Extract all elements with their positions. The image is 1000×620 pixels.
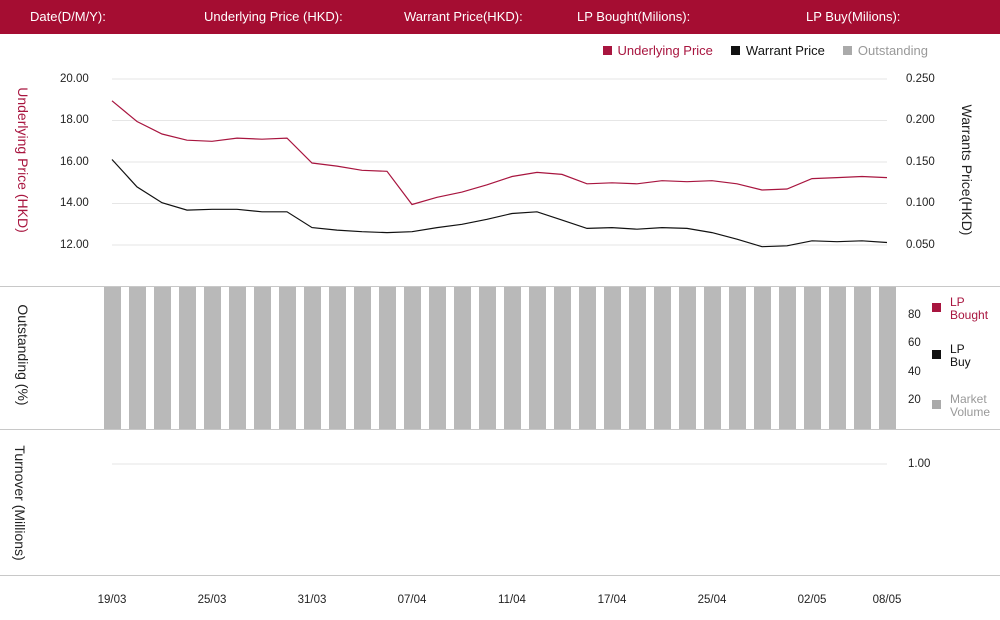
outstanding-bar [179, 287, 196, 429]
right-tick: 0.050 [906, 239, 935, 251]
outstanding-bar [104, 287, 121, 429]
legend-lp-bought[interactable]: LP Bought [932, 296, 998, 324]
left-tick: 12.00 [60, 239, 89, 251]
lp-bought-label: LP Bought(Milions): [577, 9, 691, 24]
x-tick: 25/03 [197, 594, 227, 606]
outstanding-tick: 20 [908, 394, 921, 406]
x-tick: 02/05 [797, 594, 827, 606]
right-tick: 0.200 [906, 114, 935, 126]
outstanding-bar [654, 287, 671, 429]
outstanding-bar [804, 287, 821, 429]
panel-divider [0, 286, 1000, 287]
legend-outstanding[interactable]: Outstanding [842, 43, 928, 58]
left-tick: 14.00 [60, 197, 89, 209]
left-tick: 18.00 [60, 114, 89, 126]
market-volume-swatch [932, 400, 941, 409]
outstanding-bar [204, 287, 221, 429]
x-tick: 31/03 [297, 594, 327, 606]
legend-warrant[interactable]: Warrant Price [730, 43, 825, 58]
x-tick: 17/04 [597, 594, 627, 606]
outstanding-bar [554, 287, 571, 429]
x-tick: 25/04 [697, 594, 727, 606]
outstanding-tick: 80 [908, 309, 921, 321]
outstanding-bar [304, 287, 321, 429]
lp-buy-swatch [932, 350, 941, 359]
outstanding-tick: 40 [908, 366, 921, 378]
outstanding-bar [229, 287, 246, 429]
legend-lp-buy[interactable]: LP Buy [932, 343, 998, 371]
legend-underlying[interactable]: Underlying Price [602, 43, 713, 58]
outstanding-bar [779, 287, 796, 429]
outstanding-bar [879, 287, 896, 429]
x-tick: 11/04 [498, 594, 526, 606]
outstanding-bar [454, 287, 471, 429]
x-tick: 07/04 [397, 594, 427, 606]
right-tick: 0.150 [906, 156, 935, 168]
outstanding-bar [629, 287, 646, 429]
warrant-price-label: Warrant Price(HKD): [404, 9, 523, 24]
outstanding-bar [329, 287, 346, 429]
outstanding-bar [854, 287, 871, 429]
outstanding-bar [479, 287, 496, 429]
underlying-price-line [111, 100, 888, 206]
lp-buy-label: LP Buy(Milions): [806, 9, 901, 24]
right-tick: 0.100 [906, 197, 935, 209]
outstanding-bar [754, 287, 771, 429]
outstanding-bar [154, 287, 171, 429]
header-bar: Date(D/M/Y): Underlying Price (HKD): War… [0, 0, 1000, 34]
right-tick: 0.250 [906, 73, 935, 85]
underlying-swatch [602, 46, 612, 55]
outstanding-bar [679, 287, 696, 429]
x-tick: 08/05 [872, 594, 902, 606]
warrant-price-line [111, 159, 888, 248]
turnover-tick: 1.00 [908, 458, 931, 470]
outstanding-bar [704, 287, 721, 429]
panel-divider [0, 575, 1000, 576]
legend-market-volume[interactable]: Market Volume [932, 393, 998, 421]
panel-divider [0, 429, 1000, 430]
outstanding-bar [429, 287, 446, 429]
top-legend: Underlying Price Warrant Price Outstandi… [602, 43, 928, 58]
outstanding-swatch [842, 46, 852, 55]
outstanding-bar [579, 287, 596, 429]
outstanding-bar [604, 287, 621, 429]
left-tick: 20.00 [60, 73, 89, 85]
left-tick: 16.00 [60, 156, 89, 168]
underlying-price-label: Underlying Price (HKD): [204, 9, 343, 24]
outstanding-bar [404, 287, 421, 429]
outstanding-bar [504, 287, 521, 429]
date-label: Date(D/M/Y): [30, 9, 106, 24]
outstanding-bar [829, 287, 846, 429]
warrant-swatch [730, 46, 740, 55]
x-tick: 19/03 [97, 594, 127, 606]
lp-bought-swatch [932, 303, 941, 312]
outstanding-bar [129, 287, 146, 429]
outstanding-bar [254, 287, 271, 429]
outstanding-tick: 60 [908, 337, 921, 349]
outstanding-bar [279, 287, 296, 429]
outstanding-bar [729, 287, 746, 429]
outstanding-bar [529, 287, 546, 429]
outstanding-bar [379, 287, 396, 429]
outstanding-bar [354, 287, 371, 429]
